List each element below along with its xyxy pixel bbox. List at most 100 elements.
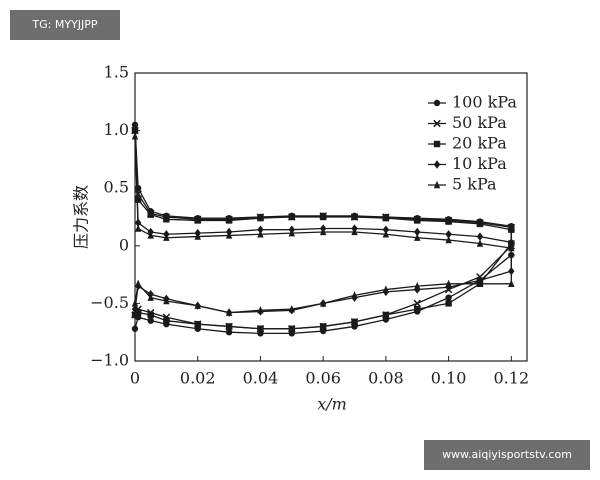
legend-marker [433, 160, 441, 169]
x-tick-label: 0.02 [180, 369, 216, 388]
data-point [288, 304, 295, 313]
legend-label: 100 kPa [452, 93, 517, 112]
legend-marker [433, 119, 441, 128]
series-line [134, 130, 512, 330]
data-point [257, 306, 264, 314]
x-tick-label: 0.04 [243, 369, 279, 388]
y-tick-label: 1.5 [104, 63, 129, 82]
data-point [414, 227, 421, 237]
data-point [131, 132, 139, 140]
data-point [163, 317, 170, 324]
data-point [351, 213, 358, 221]
watermark-box [424, 440, 590, 470]
data-point [131, 325, 139, 332]
data-point [319, 323, 327, 330]
x-tick-label: 0 [130, 369, 140, 388]
data-point [147, 231, 154, 239]
data-point [319, 299, 327, 307]
data-point [194, 320, 201, 328]
data-point [134, 224, 142, 232]
data-point [134, 196, 142, 203]
data-point [147, 311, 154, 319]
data-point [445, 279, 452, 288]
data-point [382, 214, 390, 222]
legend-label: 20 kPa [452, 134, 507, 153]
data-point [288, 228, 295, 237]
legend-marker [433, 140, 441, 148]
data-point [131, 121, 139, 129]
data-point [225, 323, 233, 330]
legend-marker [433, 99, 441, 107]
data-point [414, 281, 421, 290]
data-point [319, 213, 327, 221]
data-point [445, 235, 452, 244]
data-point [257, 325, 264, 332]
data-point [508, 226, 515, 233]
y-tick-label: −1.0 [90, 351, 129, 370]
data-point [351, 291, 358, 299]
data-point [351, 227, 358, 236]
data-point [508, 238, 515, 247]
y-tick-label: −0.5 [90, 293, 129, 312]
data-point [134, 279, 142, 288]
data-point [445, 230, 452, 239]
x-tick-label: 0.10 [431, 369, 467, 388]
data-point [163, 233, 170, 241]
data-point [476, 232, 484, 241]
legend-label: 10 kPa [452, 154, 507, 173]
y-tick-label: 0.5 [104, 178, 129, 197]
watermark: www.aiqiyisportstv.com [442, 448, 572, 461]
data-point [476, 220, 484, 228]
watermark-box [10, 10, 120, 40]
data-point [147, 317, 154, 324]
data-point [413, 299, 421, 308]
data-point [445, 300, 452, 307]
x-axis-label: x/m [317, 395, 347, 414]
data-point [414, 305, 421, 313]
data-point [445, 294, 452, 301]
series-line [134, 136, 512, 314]
data-point [163, 216, 170, 223]
data-point [225, 217, 233, 224]
y-tick-label: 1.0 [104, 120, 129, 139]
x-tick-label: 0.12 [494, 369, 530, 388]
data-point [476, 239, 484, 247]
data-point [163, 296, 170, 305]
data-point [508, 243, 515, 252]
data-point [319, 227, 327, 236]
data-point [194, 301, 201, 309]
data-point [131, 299, 139, 307]
data-point [288, 325, 295, 332]
legend-label: 50 kPa [452, 113, 507, 132]
data-point [257, 214, 264, 222]
legend-label: 5 kPa [452, 175, 497, 194]
data-point [414, 233, 421, 241]
data-point [225, 329, 233, 336]
data-point [131, 311, 139, 319]
data-point [194, 232, 201, 240]
data-point [225, 231, 233, 239]
data-point [131, 126, 139, 135]
data-point [257, 230, 264, 238]
y-tick-label: 0 [119, 235, 129, 254]
y-axis-label: 压力系数 [72, 185, 91, 249]
data-point [382, 285, 390, 293]
data-point [476, 279, 484, 288]
legend-marker [433, 180, 441, 189]
data-point [147, 293, 154, 301]
data-point [351, 318, 358, 326]
plot-frame [134, 72, 528, 362]
data-point [382, 230, 390, 238]
data-point [445, 218, 452, 225]
data-point [131, 304, 139, 314]
data-point [382, 225, 390, 234]
data-point [147, 211, 154, 218]
data-point [414, 217, 421, 224]
x-tick-label: 0.06 [305, 369, 341, 388]
data-point [382, 311, 390, 319]
data-point [257, 225, 264, 234]
data-point [288, 213, 295, 221]
data-point [194, 217, 201, 224]
